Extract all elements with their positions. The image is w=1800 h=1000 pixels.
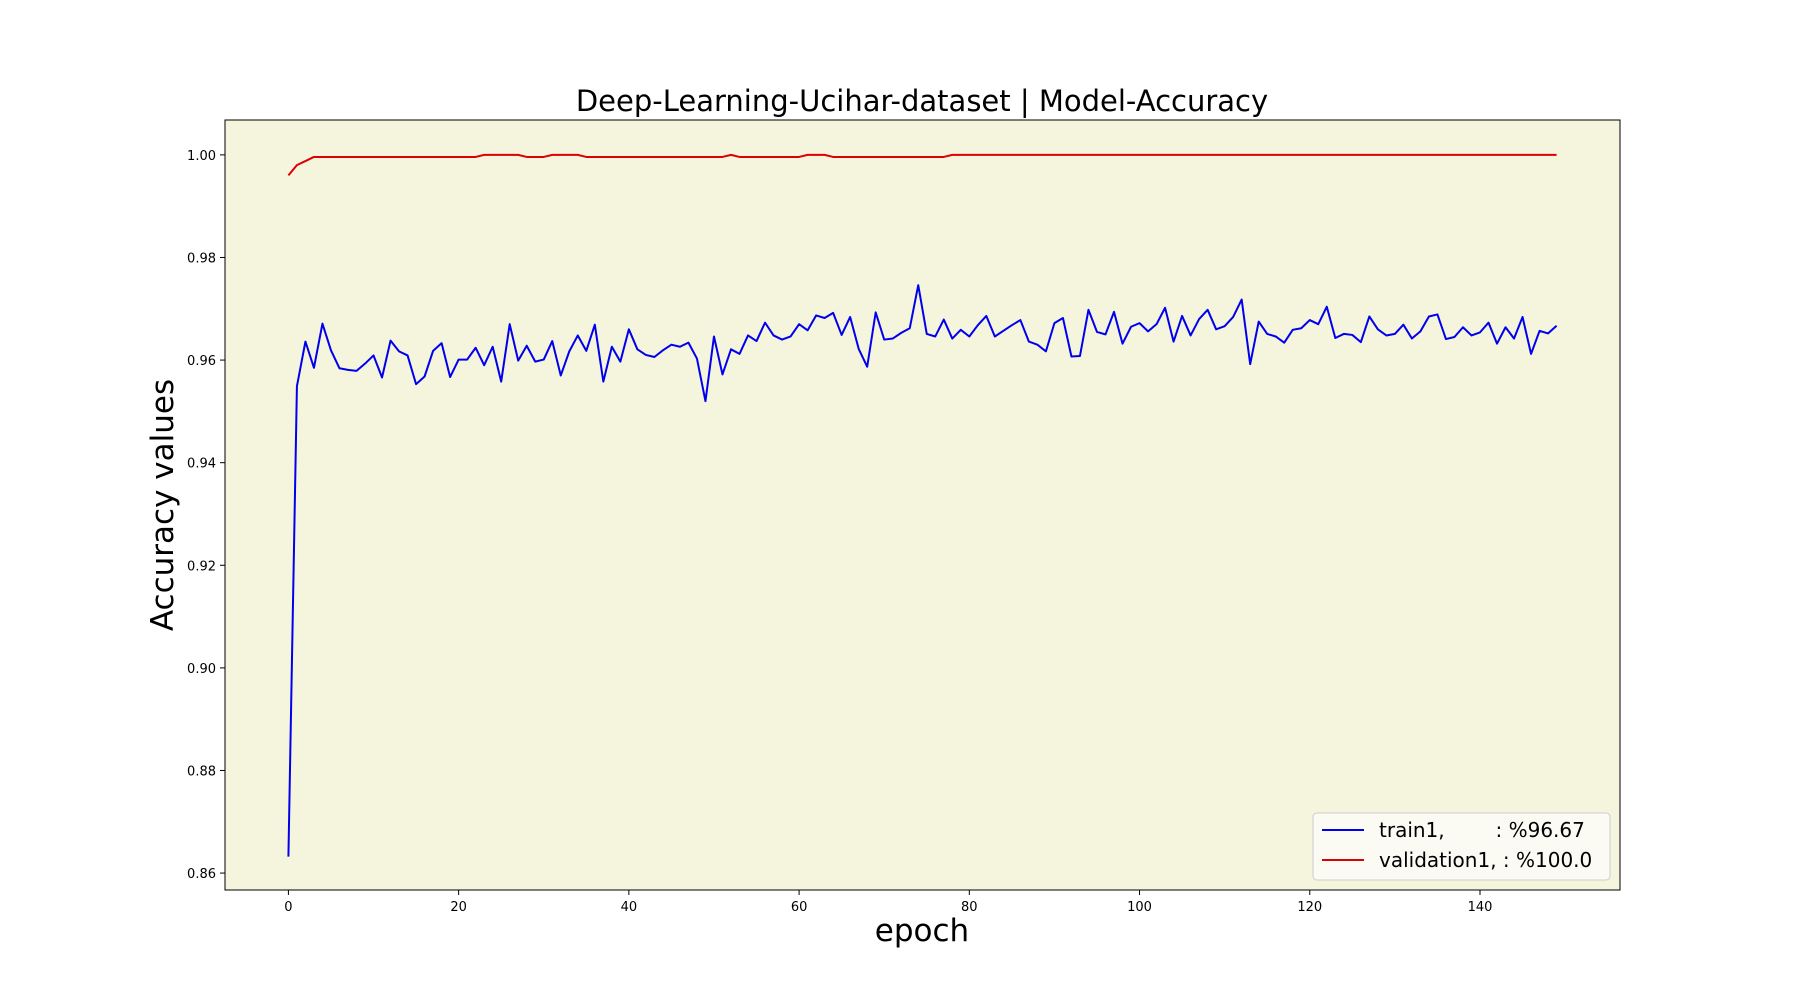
plot-area xyxy=(225,120,1620,890)
y-tick-label: 0.94 xyxy=(187,457,216,472)
y-tick-label: 0.96 xyxy=(187,354,216,369)
y-ticks: 0.86 0.88 0.90 0.92 0.94 0.96 0.98 1.00 xyxy=(187,149,225,882)
y-tick-label: 0.88 xyxy=(187,764,216,779)
y-tick-label: 0.92 xyxy=(187,559,216,574)
legend-label-train: train1, : %96.67 xyxy=(1379,818,1585,842)
legend: train1, : %96.67 validation1, : %100.0 xyxy=(1312,812,1611,881)
plot-frame xyxy=(224,119,1621,891)
x-tick-label: 120 xyxy=(1297,900,1322,915)
y-tick-label: 0.98 xyxy=(187,251,216,266)
x-ticks: 0 20 40 60 80 100 120 140 xyxy=(284,890,1492,915)
y-tick-label: 1.00 xyxy=(187,149,216,164)
x-tick-label: 100 xyxy=(1127,900,1152,915)
legend-label-validation: validation1, : %100.0 xyxy=(1379,848,1592,872)
x-tick-label: 0 xyxy=(284,900,292,915)
y-tick-label: 0.86 xyxy=(187,867,216,882)
x-tick-label: 80 xyxy=(961,900,978,915)
chart-title: Deep-Learning-Ucihar-dataset | Model-Acc… xyxy=(576,84,1268,118)
series-line-validation xyxy=(287,153,1557,177)
series-line-train xyxy=(287,284,1558,857)
x-tick-label: 40 xyxy=(621,900,638,915)
x-tick-label: 140 xyxy=(1468,900,1493,915)
x-tick-label: 60 xyxy=(791,900,808,915)
x-tick-label: 20 xyxy=(450,900,467,915)
legend-box xyxy=(1312,812,1611,881)
y-tick-label: 0.90 xyxy=(187,662,216,677)
x-axis-label: epoch xyxy=(875,913,969,949)
series-layer xyxy=(287,153,1558,857)
y-axis-label: Accuracy values xyxy=(145,379,181,631)
